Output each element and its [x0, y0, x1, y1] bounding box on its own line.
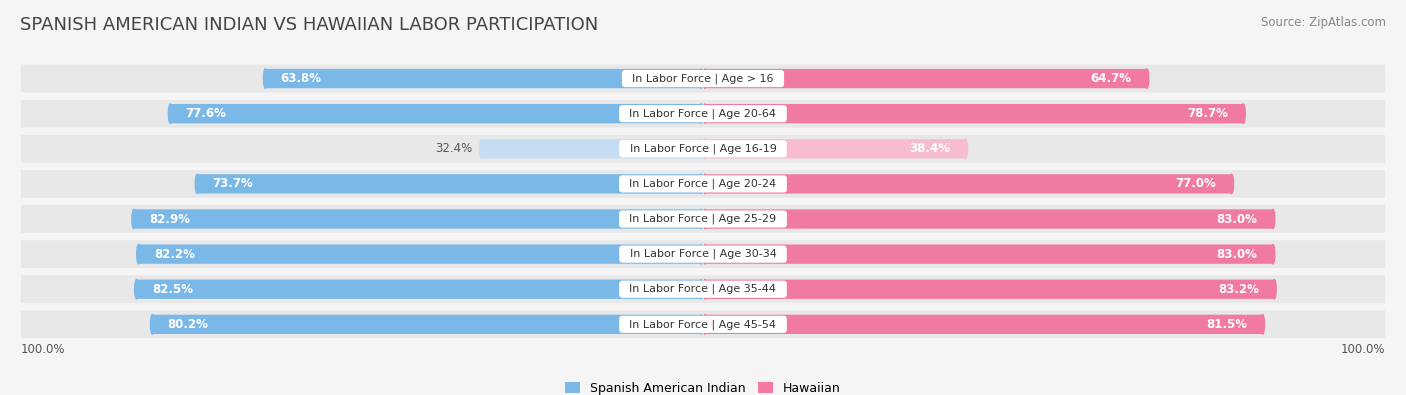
FancyBboxPatch shape	[139, 245, 702, 264]
FancyBboxPatch shape	[482, 139, 702, 158]
Circle shape	[703, 139, 707, 158]
FancyBboxPatch shape	[704, 174, 1232, 194]
Text: 78.7%: 78.7%	[1187, 107, 1227, 120]
Circle shape	[699, 245, 703, 264]
FancyBboxPatch shape	[170, 104, 702, 123]
Circle shape	[1272, 280, 1277, 299]
Text: 73.7%: 73.7%	[212, 177, 253, 190]
FancyBboxPatch shape	[704, 209, 1272, 229]
Text: 83.0%: 83.0%	[1216, 213, 1257, 226]
Circle shape	[150, 315, 155, 334]
Circle shape	[699, 174, 703, 194]
Circle shape	[699, 69, 703, 88]
Circle shape	[1144, 69, 1149, 88]
Text: 82.9%: 82.9%	[149, 213, 190, 226]
FancyBboxPatch shape	[136, 280, 702, 299]
FancyBboxPatch shape	[704, 280, 1274, 299]
Text: 83.0%: 83.0%	[1216, 248, 1257, 261]
Circle shape	[169, 104, 172, 123]
Text: In Labor Force | Age 20-24: In Labor Force | Age 20-24	[623, 179, 783, 189]
Circle shape	[699, 280, 703, 299]
Text: 83.2%: 83.2%	[1218, 283, 1258, 296]
Text: In Labor Force | Age 35-44: In Labor Force | Age 35-44	[623, 284, 783, 295]
FancyBboxPatch shape	[704, 245, 1272, 264]
Circle shape	[479, 139, 484, 158]
FancyBboxPatch shape	[21, 275, 1385, 303]
Circle shape	[703, 245, 707, 264]
FancyBboxPatch shape	[21, 170, 1385, 198]
Text: In Labor Force | Age 45-54: In Labor Force | Age 45-54	[623, 319, 783, 329]
Circle shape	[1261, 315, 1264, 334]
Text: 32.4%: 32.4%	[436, 142, 472, 155]
Circle shape	[136, 245, 141, 264]
Text: In Labor Force | Age 30-34: In Labor Force | Age 30-34	[623, 249, 783, 260]
Text: 63.8%: 63.8%	[281, 72, 322, 85]
FancyBboxPatch shape	[704, 104, 1243, 123]
Circle shape	[699, 104, 703, 123]
Legend: Spanish American Indian, Hawaiian: Spanish American Indian, Hawaiian	[560, 377, 846, 395]
Text: 100.0%: 100.0%	[21, 342, 66, 356]
Text: 82.2%: 82.2%	[153, 248, 195, 261]
Text: In Labor Force | Age > 16: In Labor Force | Age > 16	[626, 73, 780, 84]
Circle shape	[699, 139, 703, 158]
Circle shape	[132, 209, 135, 229]
Text: In Labor Force | Age 20-64: In Labor Force | Age 20-64	[623, 108, 783, 119]
Circle shape	[1230, 174, 1233, 194]
Text: 64.7%: 64.7%	[1091, 72, 1132, 85]
Circle shape	[1271, 245, 1275, 264]
FancyBboxPatch shape	[704, 315, 1263, 334]
FancyBboxPatch shape	[197, 174, 702, 194]
Circle shape	[1271, 209, 1275, 229]
FancyBboxPatch shape	[152, 315, 702, 334]
Circle shape	[703, 315, 707, 334]
FancyBboxPatch shape	[704, 69, 1147, 88]
FancyBboxPatch shape	[134, 209, 702, 229]
Circle shape	[703, 280, 707, 299]
Circle shape	[135, 280, 138, 299]
FancyBboxPatch shape	[21, 205, 1385, 233]
Text: In Labor Force | Age 16-19: In Labor Force | Age 16-19	[623, 143, 783, 154]
FancyBboxPatch shape	[21, 135, 1385, 163]
Text: 82.5%: 82.5%	[152, 283, 193, 296]
Text: 81.5%: 81.5%	[1206, 318, 1247, 331]
Circle shape	[699, 209, 703, 229]
Circle shape	[263, 69, 267, 88]
Circle shape	[703, 69, 707, 88]
Text: 77.6%: 77.6%	[186, 107, 226, 120]
FancyBboxPatch shape	[21, 310, 1385, 338]
Text: SPANISH AMERICAN INDIAN VS HAWAIIAN LABOR PARTICIPATION: SPANISH AMERICAN INDIAN VS HAWAIIAN LABO…	[20, 16, 598, 34]
Circle shape	[703, 209, 707, 229]
Text: 100.0%: 100.0%	[1340, 342, 1385, 356]
Circle shape	[703, 174, 707, 194]
Circle shape	[1241, 104, 1246, 123]
FancyBboxPatch shape	[21, 100, 1385, 128]
FancyBboxPatch shape	[704, 139, 966, 158]
FancyBboxPatch shape	[266, 69, 702, 88]
FancyBboxPatch shape	[21, 240, 1385, 268]
Text: 80.2%: 80.2%	[167, 318, 208, 331]
Circle shape	[963, 139, 967, 158]
Circle shape	[703, 104, 707, 123]
Text: 77.0%: 77.0%	[1175, 177, 1216, 190]
Text: Source: ZipAtlas.com: Source: ZipAtlas.com	[1261, 16, 1386, 29]
Circle shape	[699, 315, 703, 334]
FancyBboxPatch shape	[21, 65, 1385, 92]
Circle shape	[195, 174, 200, 194]
Text: In Labor Force | Age 25-29: In Labor Force | Age 25-29	[623, 214, 783, 224]
Text: 38.4%: 38.4%	[910, 142, 950, 155]
